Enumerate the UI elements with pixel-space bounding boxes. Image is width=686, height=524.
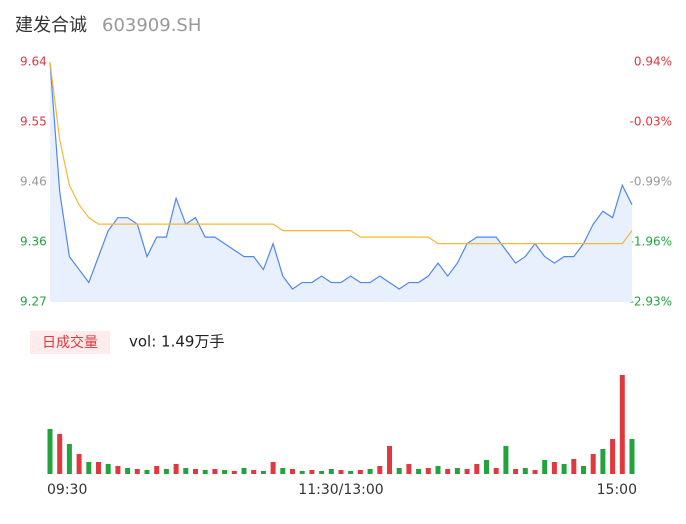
volume-bar: [348, 471, 354, 474]
y2-tick-label: -0.03%: [630, 115, 672, 129]
volume-bar: [435, 466, 441, 474]
volume-text: vol: 1.49万手: [129, 333, 224, 351]
x-tick-label: 15:00: [597, 482, 637, 498]
volume-bar: [474, 464, 480, 474]
volume-bar: [193, 469, 198, 474]
volume-bar: [561, 464, 567, 474]
volume-bar: [270, 462, 276, 474]
volume-bar: [377, 466, 383, 474]
volume-bar: [484, 460, 489, 474]
volume-bar: [629, 439, 635, 474]
volume-bar: [542, 460, 548, 474]
volume-bar: [464, 469, 470, 474]
y2-tick-label: 0.94%: [634, 55, 672, 69]
volume-bar: [251, 470, 257, 474]
y-tick-label: 9.36: [20, 235, 47, 249]
y2-tick-label: -2.93%: [630, 295, 672, 309]
y2-tick-label: -1.96%: [630, 235, 672, 249]
volume-bar: [134, 469, 140, 474]
volume-bar: [144, 470, 150, 474]
volume-bar: [231, 471, 237, 474]
volume-bar: [260, 471, 266, 474]
price-area: [50, 62, 632, 302]
volume-bar: [416, 469, 422, 474]
volume-bar: [202, 470, 208, 474]
volume-bar: [96, 462, 101, 474]
volume-bar: [299, 471, 305, 474]
volume-bar: [600, 449, 606, 474]
volume-bar: [47, 429, 53, 474]
volume-bar: [387, 446, 392, 474]
volume-bar: [222, 470, 228, 474]
volume-bar: [105, 464, 111, 474]
volume-badge: [30, 331, 110, 354]
volume-bar: [610, 439, 616, 474]
x-tick-label: 11:30/13:00: [298, 482, 383, 498]
volume-bar: [76, 454, 82, 474]
volume-bar: [154, 466, 160, 474]
volume-bar: [367, 469, 373, 474]
volume-bar: [551, 462, 557, 474]
volume-bar: [309, 470, 315, 474]
volume-bar: [173, 464, 179, 474]
y2-tick-label: -0.99%: [630, 175, 672, 189]
volume-bar: [425, 468, 431, 474]
volume-bar: [513, 469, 519, 474]
y-tick-label: 9.64: [20, 55, 47, 69]
volume-bar: [241, 468, 247, 474]
volume-bar: [454, 468, 460, 474]
volume-bar: [338, 470, 344, 474]
volume-bar: [212, 469, 218, 474]
volume-bar: [183, 468, 189, 474]
volume-bar: [125, 468, 131, 474]
x-tick-label: 09:30: [47, 482, 87, 498]
volume-bar: [406, 464, 412, 474]
volume-bar: [86, 462, 92, 474]
volume-bar: [290, 469, 295, 474]
volume-bar: [328, 469, 334, 474]
volume-bar: [319, 471, 325, 474]
stock-name: 建发合诚: [15, 15, 87, 36]
volume-bar: [590, 454, 596, 474]
volume-bar: [571, 459, 577, 474]
volume-bar: [280, 468, 286, 474]
volume-bar: [445, 469, 451, 474]
volume-bar: [581, 466, 586, 474]
y-tick-label: 9.55: [20, 115, 47, 129]
volume-bar: [493, 468, 499, 474]
volume-bar: [619, 375, 625, 474]
volume-bar: [522, 468, 528, 474]
volume-bar: [66, 444, 72, 474]
volume-bar: [532, 470, 538, 474]
volume-bar: [57, 434, 63, 474]
y-tick-label: 9.27: [20, 295, 47, 309]
y-tick-label: 9.46: [20, 175, 47, 189]
volume-bar: [163, 469, 169, 474]
volume-bar: [503, 446, 509, 474]
average-line: [49, 61, 633, 245]
stock-code: 603909.SH: [102, 15, 201, 36]
volume-bar: [115, 466, 121, 474]
volume-bar: [396, 468, 402, 474]
volume-bar: [357, 470, 363, 474]
volume-label: 日成交量: [42, 334, 98, 351]
